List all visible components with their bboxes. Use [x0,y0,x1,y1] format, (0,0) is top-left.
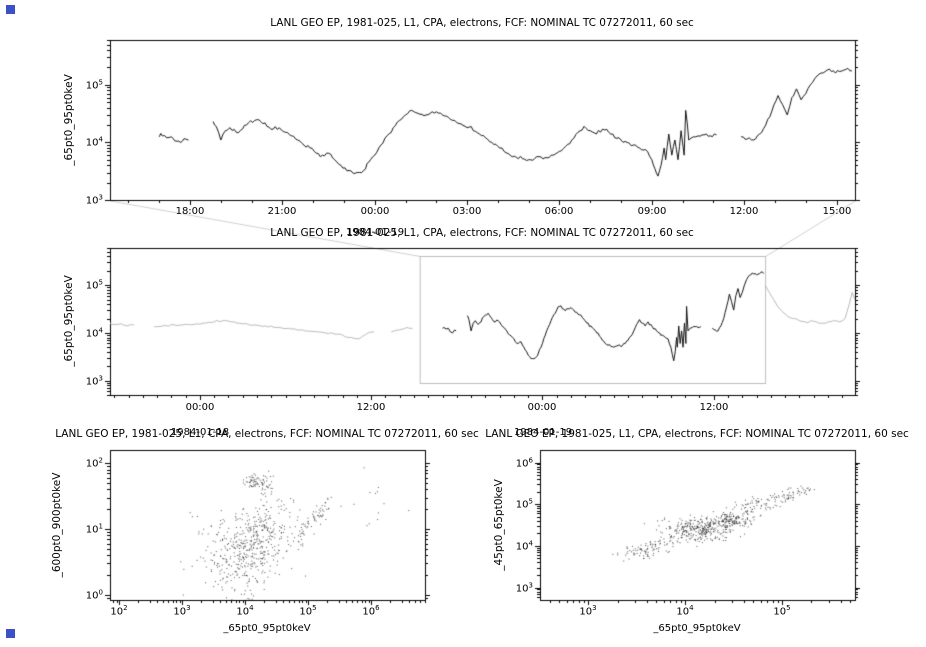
blue-marker-bottom-left [6,629,15,638]
blue-marker-top-left [6,5,15,14]
